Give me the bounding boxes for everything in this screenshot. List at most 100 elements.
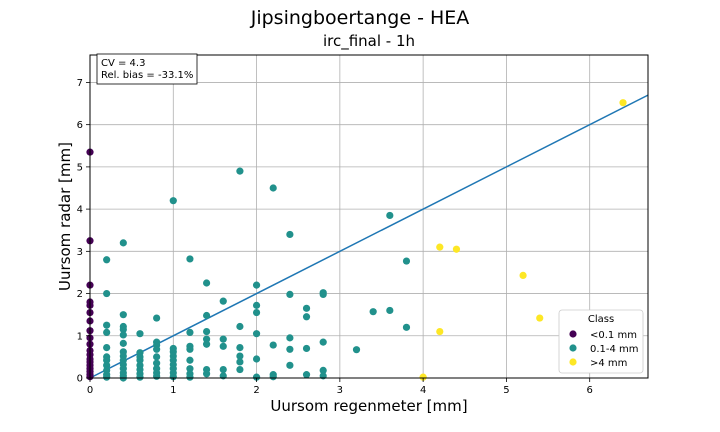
data-point: [103, 289, 111, 298]
data-point: [219, 335, 227, 343]
fit-line-group: [89, 94, 649, 379]
data-point: [452, 245, 461, 253]
data-point: [236, 322, 244, 331]
data-point: [252, 330, 261, 338]
data-point: [536, 314, 544, 322]
legend-marker: [569, 358, 577, 366]
data-point: [369, 308, 377, 316]
data-point: [519, 271, 527, 279]
data-point: [186, 328, 194, 336]
y-axis-ticks: 0 1 2 3 4 5 6 7: [77, 78, 90, 385]
data-point: [186, 365, 194, 373]
data-point: [186, 373, 194, 381]
data-point: [619, 99, 627, 107]
legend-label: >4 mm: [590, 358, 627, 369]
plot-frame: [89, 54, 649, 379]
data-point: [402, 257, 411, 265]
y-tick-label: 5: [77, 162, 83, 173]
x-tick-label: 1: [170, 385, 176, 396]
fit-line: [89, 94, 649, 379]
stats-cv: CV = 4.3: [101, 58, 145, 69]
data-point: [302, 313, 311, 321]
data-point: [202, 335, 211, 343]
y-axis-label: Uursom radar [mm]: [56, 142, 74, 291]
data-point: [286, 334, 294, 342]
x-tick-label: 6: [587, 385, 593, 396]
y-tick-label: 4: [77, 205, 83, 216]
data-point: [352, 346, 361, 354]
data-point: [219, 365, 227, 374]
legend-marker: [569, 330, 577, 338]
data-point: [103, 344, 111, 352]
data-point: [186, 345, 194, 353]
data-point: [153, 372, 161, 380]
legend-frame: [558, 309, 644, 374]
data-point: [103, 321, 111, 329]
stats-rel-bias: Rel. bias = -33.1%: [101, 70, 193, 81]
stats-box-frame: [96, 53, 198, 85]
chart-subtitle: irc_final - 1h: [323, 32, 415, 51]
legend-label: <0.1 mm: [590, 330, 637, 341]
data-point: [119, 339, 127, 347]
data-point: [136, 330, 144, 338]
legend-title: Class: [588, 314, 614, 325]
data-point: [252, 308, 261, 317]
data-point: [103, 373, 111, 381]
data-point: [202, 327, 211, 336]
data-point: [169, 373, 177, 381]
data-point: [153, 359, 161, 367]
data-point: [219, 342, 227, 350]
y-tick-label: 0: [77, 374, 83, 385]
data-point: [236, 365, 244, 374]
y-tick-label: 2: [77, 289, 83, 300]
data-point: [402, 323, 411, 331]
series-1: [103, 167, 411, 382]
data-point: [302, 304, 311, 312]
data-point: [202, 279, 211, 287]
legend: Class <0.1 mm 0.1-4 mm >4 mm: [558, 309, 644, 374]
data-point: [252, 281, 261, 289]
data-point: [119, 331, 127, 339]
data-point: [319, 290, 327, 298]
data-point: [302, 344, 311, 353]
data-point: [153, 353, 161, 361]
data-point: [136, 356, 144, 364]
data-point: [186, 255, 194, 263]
data-point: [386, 211, 394, 220]
y-tick-label: 6: [77, 120, 83, 131]
data-point: [252, 301, 261, 309]
grid: [89, 55, 648, 379]
data-point: [386, 306, 394, 315]
data-point: [436, 327, 444, 336]
data-point: [286, 345, 294, 353]
data-point: [319, 338, 327, 346]
data-point: [252, 373, 261, 381]
data-point: [269, 341, 277, 349]
data-point: [236, 167, 244, 175]
data-point: [286, 230, 294, 239]
y-tick-label: 3: [77, 247, 83, 258]
data-point: [286, 361, 294, 369]
legend-marker: [569, 344, 577, 352]
x-axis-label: Uursom regenmeter [mm]: [270, 397, 467, 415]
data-point: [153, 314, 161, 322]
data-point: [202, 340, 211, 348]
x-axis-ticks: 0 1 2 3 4 5 6: [87, 378, 593, 396]
x-tick-label: 3: [337, 385, 343, 396]
series-2: [419, 99, 627, 381]
data-point: [319, 366, 327, 374]
chart-title: Jipsingboertange - HEA: [250, 7, 470, 29]
x-tick-label: 2: [253, 385, 259, 396]
data-point: [202, 311, 211, 320]
data-point: [202, 370, 211, 378]
data-point: [269, 373, 277, 381]
data-point: [302, 371, 311, 379]
data-point: [103, 328, 111, 336]
data-point: [236, 358, 244, 366]
data-point: [103, 361, 111, 369]
x-tick-label: 5: [503, 385, 509, 396]
data-point: [103, 256, 111, 264]
legend-items: <0.1 mm 0.1-4 mm >4 mm: [569, 330, 639, 369]
data-point: [169, 197, 177, 205]
